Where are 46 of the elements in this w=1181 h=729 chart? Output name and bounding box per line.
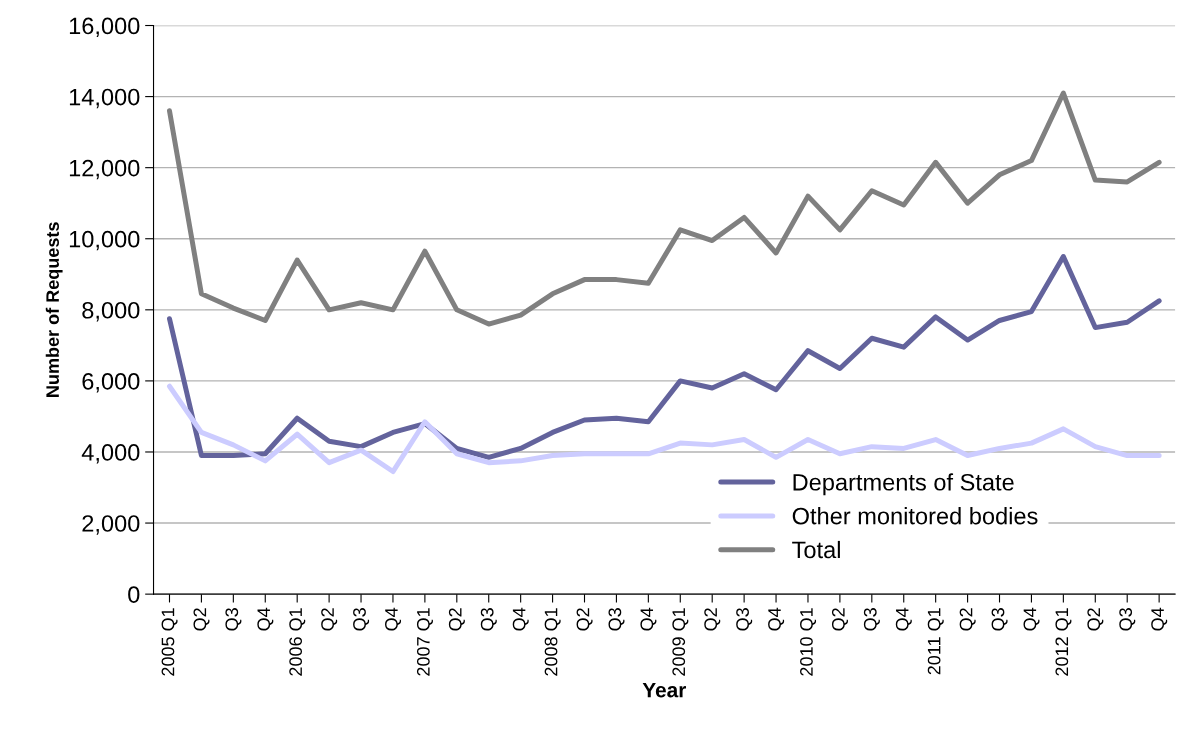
y-tick-label: 12,000 (69, 159, 140, 180)
x-tick-label: Q4 (257, 607, 274, 631)
x-tick-label: Q3 (225, 608, 242, 631)
x-tick-label: Q4 (768, 607, 785, 631)
x-tick-label: Q2 (959, 608, 976, 631)
x-tick-label: Q4 (640, 607, 657, 631)
x-tick-label: 2007 Q1 (416, 608, 433, 676)
x-tick-label: 2008 Q1 (544, 608, 561, 676)
x-tick-label: Q3 (480, 608, 497, 631)
x-tick-label: 2009 Q1 (672, 608, 689, 676)
x-tick-label: Q3 (736, 608, 753, 631)
y-tick-label: 4,000 (81, 444, 140, 464)
x-tick-label: Q3 (991, 608, 1008, 631)
x-tick-label: Q4 (1151, 607, 1168, 631)
x-tick-label: Q2 (321, 608, 338, 631)
x-tick-label: Q4 (895, 607, 912, 631)
y-tick-label: 8,000 (82, 301, 140, 322)
x-tick-label: 2010 Q1 (800, 608, 817, 676)
x-tick-label: Q2 (831, 608, 848, 631)
x-tick-label: Q3 (608, 608, 625, 631)
x-tick-label: Q3 (353, 608, 370, 631)
y-tick-label: 6,000 (82, 372, 140, 393)
x-tick-label: 2012 Q1 (1055, 608, 1072, 676)
x-tick-label: Q3 (1119, 608, 1136, 631)
x-tick-label: Q3 (863, 608, 880, 631)
y-tick-label: 16,000 (69, 17, 140, 38)
y-axis-title: Number of Requests (45, 222, 63, 397)
x-tick-label: Q2 (193, 608, 210, 631)
y-tick-label: 2,000 (82, 515, 140, 535)
y-tick-label: 14,000 (69, 88, 140, 109)
x-tick-label: Q4 (512, 607, 529, 631)
x-tick-label: 2005 Q1 (161, 608, 178, 676)
x-tick-label: Q2 (576, 608, 593, 631)
x-tick-label: Q4 (385, 607, 402, 631)
x-tick-label: Q2 (448, 608, 465, 631)
legend-label: Total (792, 540, 840, 559)
x-tick-label: Q2 (704, 608, 721, 631)
x-tick-label: 2011 Q1 (927, 608, 944, 675)
x-tick-label: Q2 (1087, 608, 1104, 631)
y-tick-label: 0 (128, 586, 140, 603)
x-axis-title: Year (642, 682, 687, 698)
legend-label: Other monitored bodies (792, 507, 1038, 525)
y-tick-label: 10,000 (69, 230, 140, 251)
x-tick-label: 2006 Q1 (289, 608, 306, 676)
x-tick-label: Q4 (1023, 607, 1040, 631)
legend-label: Departments of State (793, 473, 1014, 496)
